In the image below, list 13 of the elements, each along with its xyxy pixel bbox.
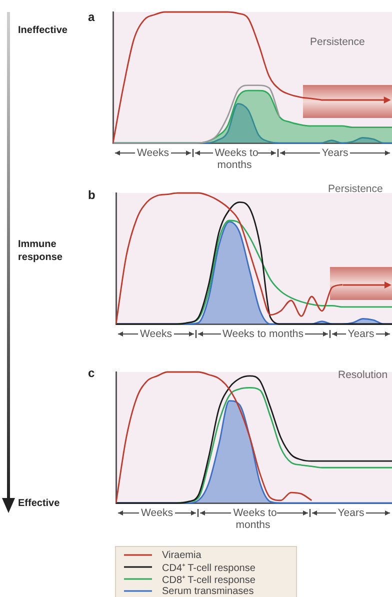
- legend-label: CD8⁺ T-cell response: [162, 575, 256, 586]
- annotation: Persistence: [310, 36, 365, 48]
- legend-label: CD4⁺ T-cell response: [162, 562, 256, 574]
- annotation: Persistence: [328, 183, 383, 195]
- text: Immune response: [18, 238, 64, 264]
- chart-title: c: [88, 366, 95, 380]
- legend-label: Serum transminases: [162, 586, 254, 596]
- legend-label: Viraemia: [162, 550, 202, 560]
- annotation: Resolution: [338, 369, 388, 381]
- text: Effective: [18, 497, 61, 510]
- chart-title: a: [88, 10, 95, 24]
- chart-title: b: [88, 188, 96, 202]
- text: Ineffective: [18, 24, 68, 37]
